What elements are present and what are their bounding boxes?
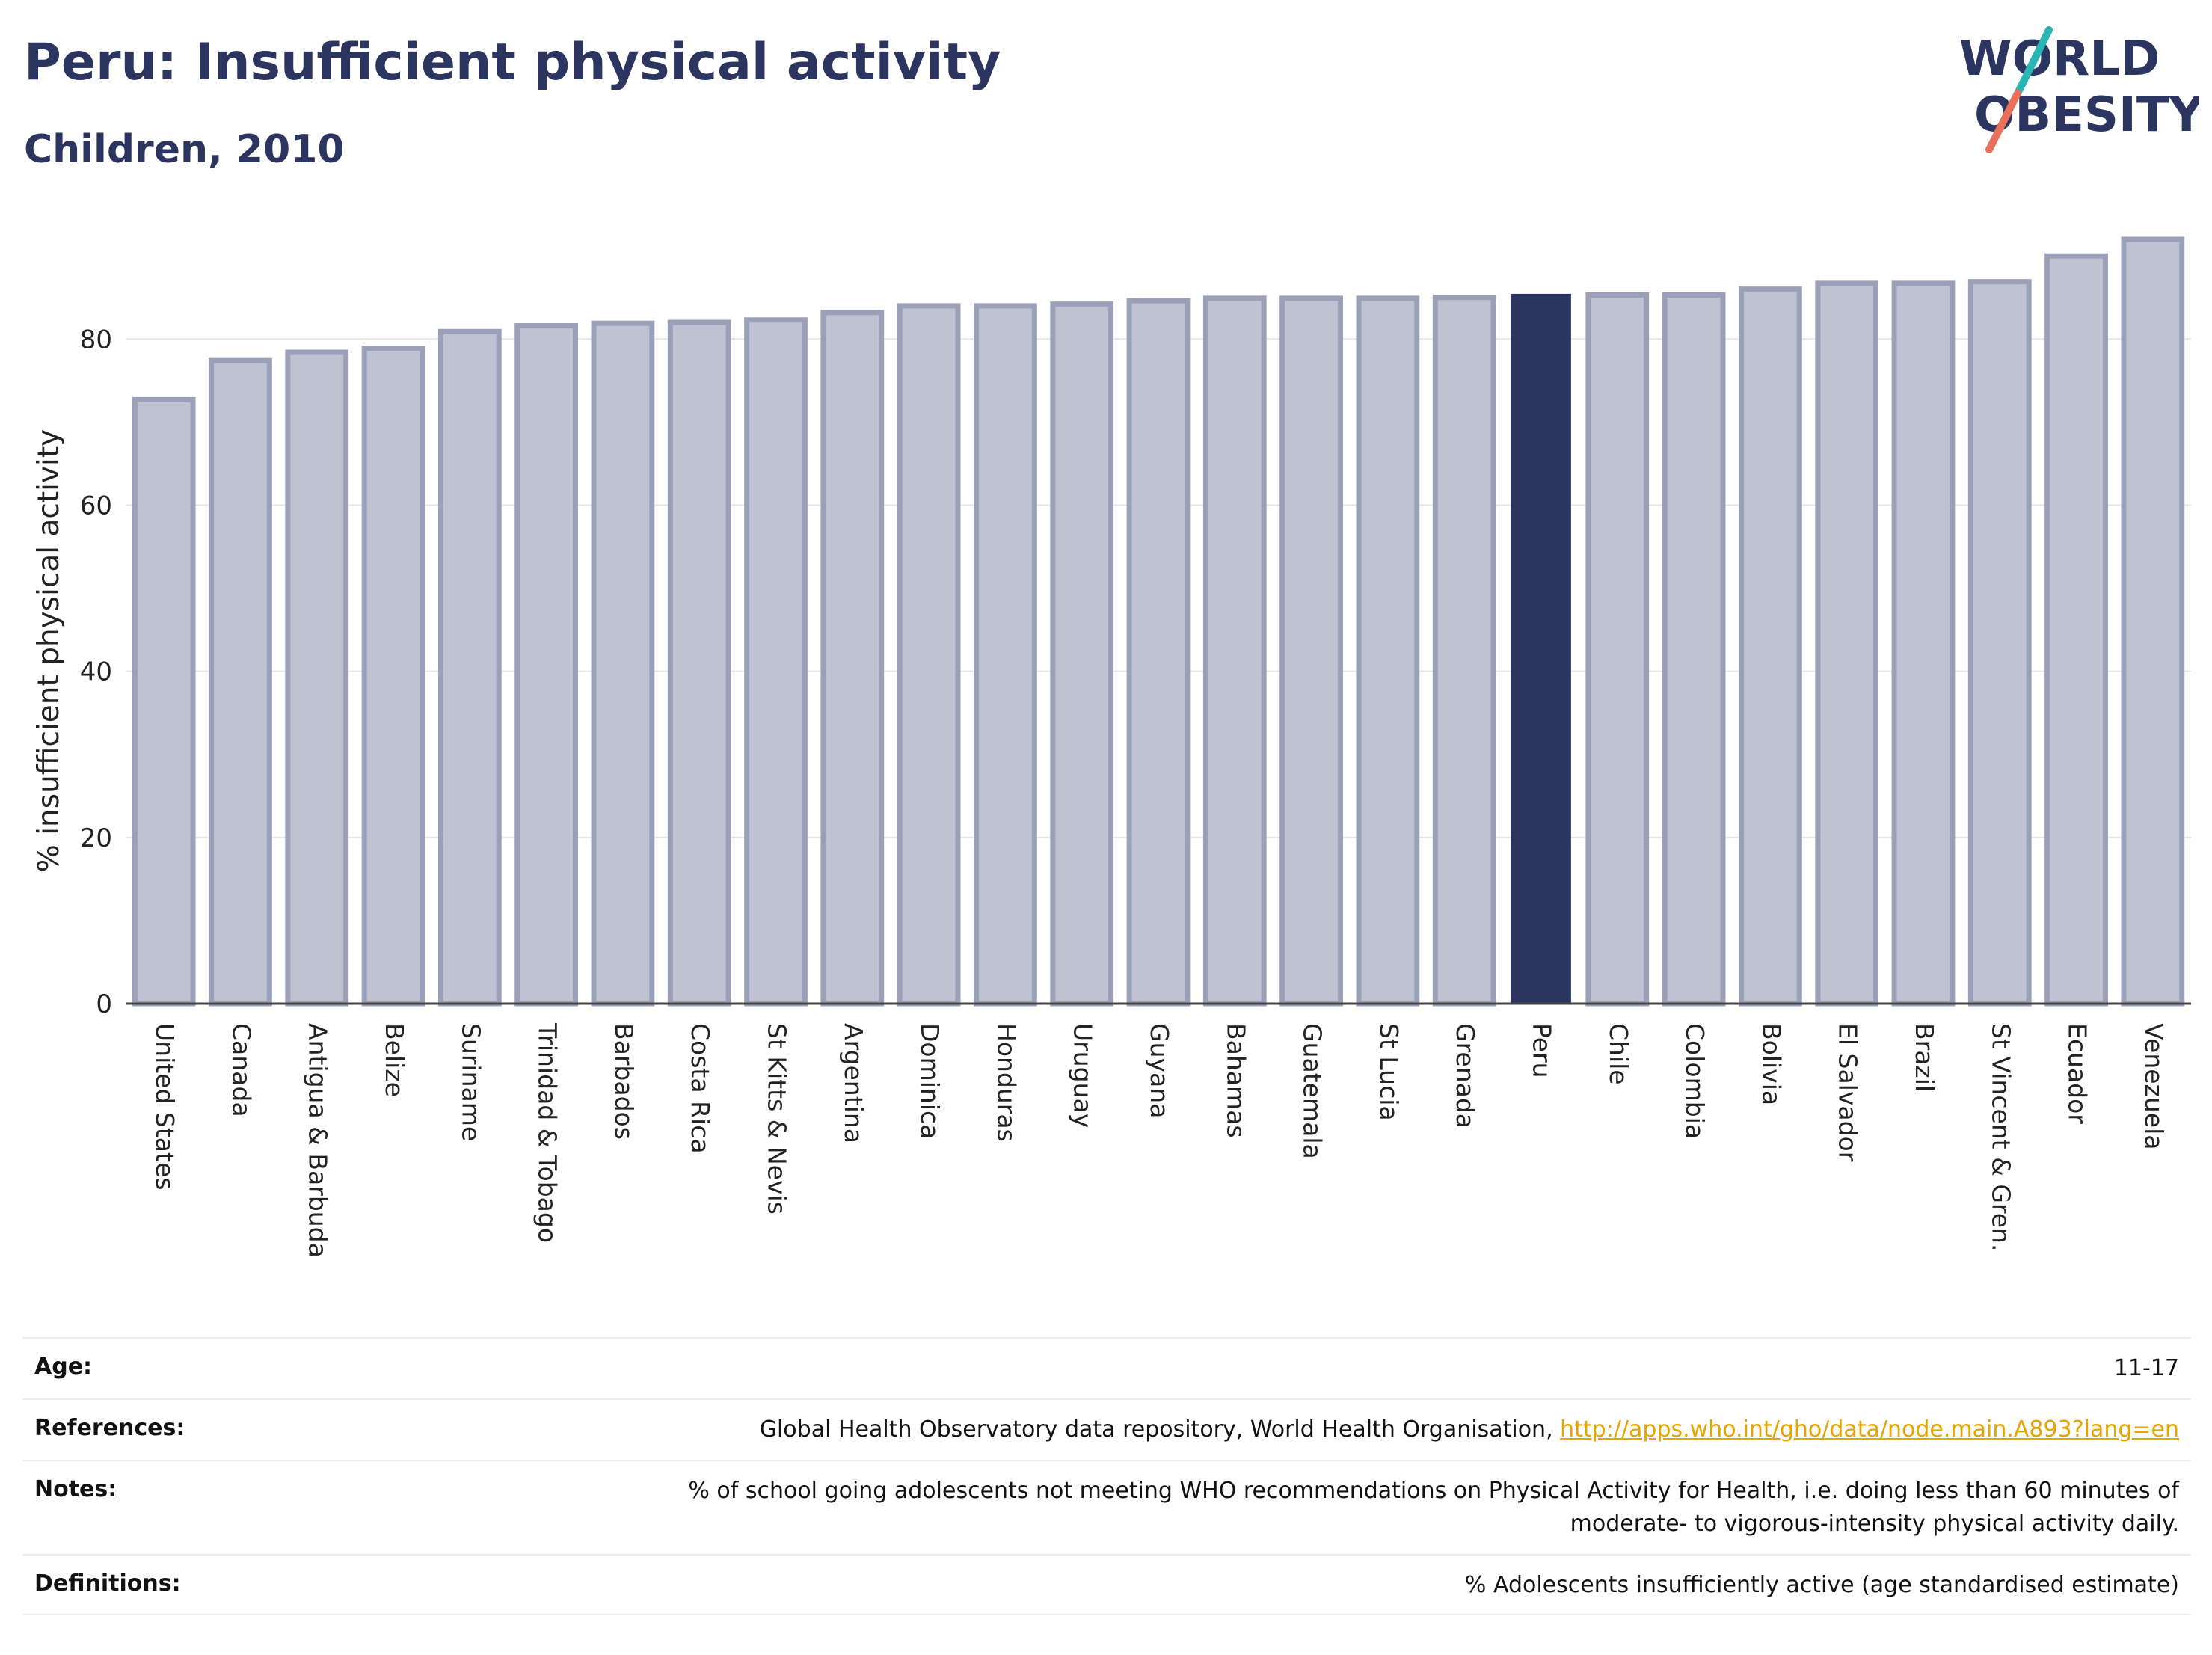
age-label: Age: xyxy=(34,1354,93,1380)
bar-layer xyxy=(126,236,2191,1007)
notes-line2: moderate- to vigorous-intensity physical… xyxy=(1570,1511,2179,1537)
bar-st-lucia xyxy=(1356,295,1420,1007)
x-tick-label: St Kitts & Nevis xyxy=(763,1023,792,1215)
bar-canada xyxy=(209,357,272,1007)
x-tick-label: Canada xyxy=(227,1023,256,1117)
x-tick-label: Trinidad & Tobago xyxy=(533,1022,562,1243)
bar-belize xyxy=(361,346,425,1007)
bar-colombia xyxy=(1662,292,1726,1007)
bar-guyana xyxy=(1126,298,1191,1007)
info-row-notes: Notes: % of school going adolescents not… xyxy=(22,1460,2191,1554)
x-tick-label: Guatemala xyxy=(1298,1023,1327,1159)
bar-costa-rica xyxy=(667,319,731,1007)
bar-grenada xyxy=(1432,295,1496,1007)
notes-line1: % of school going adolescents not meetin… xyxy=(688,1478,2179,1504)
x-tick-label: Guyana xyxy=(1145,1023,1174,1118)
references-text: Global Health Observatory data repositor… xyxy=(759,1416,1561,1443)
references-link[interactable]: http://apps.who.int/gho/data/node.main.A… xyxy=(1560,1416,2179,1443)
notes-value: % of school going adolescents not meetin… xyxy=(688,1475,2179,1541)
x-tick-label: Antigua & Barbuda xyxy=(304,1023,333,1258)
x-tick-label: Suriname xyxy=(456,1023,485,1141)
info-row-age: Age: 11-17 xyxy=(22,1337,2191,1398)
bar-venezuela xyxy=(2121,236,2185,1007)
x-tick-label: St Vincent & Gren. xyxy=(1986,1023,2015,1251)
bar-peru xyxy=(1511,293,1571,1005)
age-value: 11-17 xyxy=(2113,1355,2179,1381)
x-tick-label: Bolivia xyxy=(1757,1023,1786,1105)
x-tick-label: St Lucia xyxy=(1374,1023,1404,1121)
world-obesity-logo: WORLD OBESITY xyxy=(1959,26,2199,153)
bar-antigua-barbuda xyxy=(285,349,349,1007)
x-tick-label: Dominica xyxy=(915,1023,944,1139)
x-tick-label: Barbados xyxy=(609,1023,639,1140)
x-tick-label: Belize xyxy=(380,1023,409,1097)
page-title: Peru: Insufficient physical activity xyxy=(24,33,1001,92)
logo-line1: WORLD xyxy=(1959,31,2160,87)
x-tick-label: Colombia xyxy=(1680,1023,1709,1139)
y-tick-label: 40 xyxy=(80,657,112,687)
notes-label: Notes: xyxy=(34,1476,117,1502)
x-tick-label: United States xyxy=(150,1023,179,1190)
definitions-value: % Adolescents insufficiently active (age… xyxy=(1464,1572,2179,1598)
references-value: Global Health Observatory data repositor… xyxy=(760,1413,2179,1446)
x-tick-label: Bahamas xyxy=(1221,1023,1250,1138)
bar-barbados xyxy=(591,320,655,1007)
bar-dominica xyxy=(897,303,961,1007)
x-tick-label: Ecuador xyxy=(2063,1023,2092,1124)
x-tick-label: Uruguay xyxy=(1069,1023,1098,1128)
y-tick-label: 80 xyxy=(80,325,112,354)
x-tick-label: Chile xyxy=(1604,1023,1633,1085)
x-tick-label: Costa Rica xyxy=(686,1023,715,1154)
y-tick-label: 0 xyxy=(96,989,112,1019)
references-label: References: xyxy=(34,1415,185,1441)
bar-guatemala xyxy=(1279,295,1343,1007)
page-subtitle: Children, 2010 xyxy=(24,127,345,172)
x-tick-label: Peru xyxy=(1527,1023,1556,1078)
bar-honduras xyxy=(974,303,1037,1007)
bar-suriname xyxy=(437,328,502,1007)
bar-bolivia xyxy=(1738,286,1802,1007)
bar-argentina xyxy=(820,310,885,1007)
x-tick-label: Argentina xyxy=(839,1023,868,1143)
x-tick-label: Venezuela xyxy=(2139,1023,2169,1149)
bar-st-kitts-nevis xyxy=(744,317,808,1007)
x-tick-label: Grenada xyxy=(1451,1023,1480,1129)
bar-chart: 0 20 40 60 80 United States Canada Antigua & B… xyxy=(32,236,2191,1258)
bar-uruguay xyxy=(1050,301,1114,1007)
logo-line2: OBESITY xyxy=(1974,87,2199,143)
x-tick-label: Honduras xyxy=(992,1023,1021,1142)
y-axis-label: % insufficient physical activity xyxy=(32,429,66,872)
x-axis-ticks: United States Canada Antigua & Barbuda Beli… xyxy=(150,1022,2169,1258)
bar-chile xyxy=(1585,292,1650,1007)
definitions-label: Definitions: xyxy=(34,1570,181,1597)
bar-brazil xyxy=(1891,280,1956,1007)
bar-bahamas xyxy=(1202,295,1267,1007)
bar-trinidad-tobago xyxy=(514,323,579,1007)
x-tick-label: Brazil xyxy=(1910,1023,1939,1092)
x-tick-label: El Salvador xyxy=(1834,1023,1863,1162)
y-tick-label: 20 xyxy=(80,823,112,853)
bar-el-salvador xyxy=(1815,280,1879,1007)
info-row-references: References: Global Health Observatory da… xyxy=(22,1398,2191,1460)
y-axis-ticks: 0 20 40 60 80 xyxy=(80,325,112,1019)
y-tick-label: 60 xyxy=(80,491,112,521)
info-row-definitions: Definitions: % Adolescents insufficientl… xyxy=(22,1554,2191,1615)
bar-ecuador xyxy=(2044,253,2108,1007)
bar-st-vincent-gren- xyxy=(1967,279,2032,1007)
bar-united-states xyxy=(132,396,196,1007)
